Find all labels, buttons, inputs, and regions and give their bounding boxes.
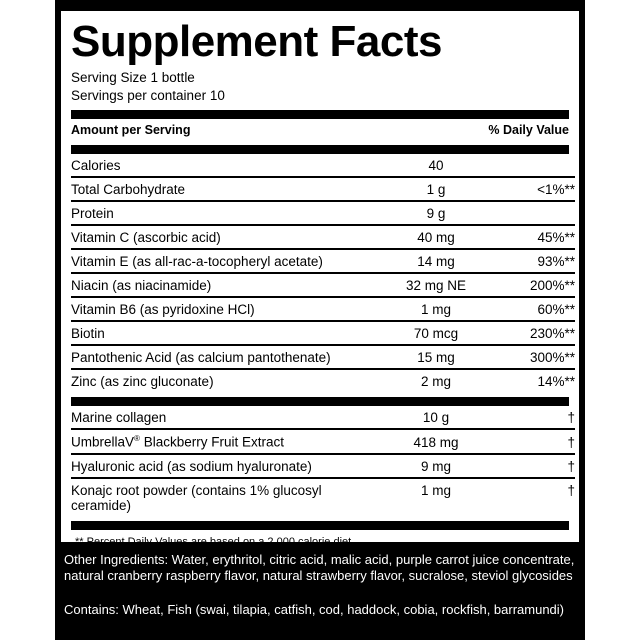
nutrient-daily-value: [501, 154, 575, 178]
footnotes-section: ** Percent Daily Values are based on a 2…: [71, 530, 569, 563]
nutrient-daily-value: 93%**: [501, 249, 575, 274]
nutrient-name: Vitamin C (ascorbic acid): [71, 225, 371, 250]
nutrient-name: Niacin (as niacinamide): [71, 273, 371, 298]
nutrient-name: Marine collagen: [71, 406, 371, 430]
servings-per-container-text: Servings per container 10: [71, 88, 225, 103]
nutrient-amount: 32 mg NE: [371, 273, 501, 298]
nutrient-name: Vitamin E (as all-rac-a-tocopheryl aceta…: [71, 249, 371, 274]
nutrient-name: Pantothenic Acid (as calcium pantothenat…: [71, 345, 371, 370]
supplement-facts-panel: Supplement Facts Serving Size 1 bottle S…: [58, 8, 582, 562]
nutrient-daily-value: †: [567, 482, 575, 498]
nutrient-daily-value: 45%**: [501, 225, 575, 250]
table-row: Calories 40: [71, 154, 575, 178]
nutrient-name: Total Carbohydrate: [71, 177, 371, 202]
table-row: Hyaluronic acid (as sodium hyaluronate) 9…: [71, 453, 575, 479]
registered-trademark-icon: ®: [134, 434, 140, 443]
table-row: Vitamin C (ascorbic acid) 40 mg 45%**: [71, 225, 575, 250]
footnote-dagger: † Daily Value not established.: [75, 549, 220, 562]
nutrient-daily-value: †: [501, 453, 575, 479]
nutrient-daily-value: †: [501, 406, 575, 430]
table-row: UmbrellaV® Blackberry Fruit Extract 418 m…: [71, 429, 575, 455]
nutrient-daily-value: 200%**: [501, 273, 575, 298]
divider-bar-mid: [71, 397, 569, 406]
table-row: Konajc root powder (contains 1% glucosyl…: [71, 478, 575, 516]
nutrient-amount: 1 mg: [371, 297, 501, 322]
table-row: Marine collagen 10 g †: [71, 406, 575, 430]
nutrient-amount: 40: [371, 154, 501, 178]
allergen-contains-text: Contains: Wheat, Fish (swai, tilapia, ca…: [64, 602, 564, 617]
serving-size-text: Serving Size 1 bottle: [71, 70, 195, 85]
nutrient-name: Hyaluronic acid (as sodium hyaluronate): [71, 453, 371, 479]
nutrient-amount: 2 mg: [420, 374, 451, 389]
nutrient-daily-value: <1%**: [501, 177, 575, 202]
primary-nutrients-table: Calories 40 Total Carbohydrate 1 g <1%** Prot…: [71, 154, 575, 392]
nutrient-amount: 1 g: [371, 177, 501, 202]
nutrient-amount: 9 g: [371, 201, 501, 226]
amount-per-serving-header: Amount per Serving: [71, 123, 191, 137]
nutrient-amount: 10 g: [371, 406, 501, 430]
table-row: Vitamin B6 (as pyridoxine HCl) 1 mg 60%**: [71, 297, 575, 322]
secondary-ingredients-table: Marine collagen 10 g † UmbrellaV® Blackberr…: [71, 406, 575, 516]
nutrient-amount: 15 mg: [371, 345, 501, 370]
nutrient-name-brand: UmbrellaV: [71, 434, 135, 450]
nutrient-daily-value: 60%**: [501, 297, 575, 322]
daily-value-header: % Daily Value: [488, 123, 569, 137]
table-row: Zinc (as zinc gluconate) 2 mg 14%**: [71, 369, 575, 392]
nutrient-amount: 1 mg: [420, 482, 451, 498]
nutrient-daily-value: †: [501, 429, 575, 455]
divider-bar-bottom: [71, 520, 569, 530]
table-row: Protein 9 g: [71, 201, 575, 226]
divider-bar-under-headers: [71, 145, 569, 154]
nutrient-name: UmbrellaV® Blackberry Fruit Extract: [71, 429, 371, 455]
table-row: Total Carbohydrate 1 g <1%**: [71, 177, 575, 202]
nutrient-name: Konajc root powder (contains 1% glucosyl…: [71, 482, 322, 513]
table-column-headers: Amount per Serving % Daily Value: [71, 119, 569, 141]
nutrient-daily-value: 230%**: [501, 321, 575, 346]
divider-bar-top: [71, 110, 569, 119]
nutrient-name: Zinc (as zinc gluconate): [71, 374, 214, 389]
footnote-percent-daily-value: ** Percent Daily Values are based on a 2…: [75, 535, 355, 548]
nutrient-name: Protein: [71, 201, 371, 226]
nutrient-amount: 418 mg: [371, 429, 501, 455]
other-ingredients-text: Other Ingredients: Water, erythritol, ci…: [64, 552, 575, 583]
nutrient-name: Vitamin B6 (as pyridoxine HCl): [71, 297, 371, 322]
table-row: Biotin 70 mcg 230%**: [71, 321, 575, 346]
nutrient-name-suffix: Blackberry Fruit Extract: [139, 434, 284, 450]
table-row: Pantothenic Acid (as calcium pantothenat…: [71, 345, 575, 370]
table-row: Niacin (as niacinamide) 32 mg NE 200%**: [71, 273, 575, 298]
nutrient-amount: 70 mcg: [371, 321, 501, 346]
nutrient-amount: 40 mg: [371, 225, 501, 250]
nutrient-daily-value: [501, 201, 575, 226]
nutrient-name: Biotin: [71, 321, 371, 346]
nutrient-name: Calories: [71, 154, 371, 178]
page-title: Supplement Facts: [71, 17, 442, 66]
table-row: Vitamin E (as all-rac-a-tocopheryl aceta…: [71, 249, 575, 274]
nutrient-amount: 9 mg: [371, 453, 501, 479]
nutrient-amount: 14 mg: [371, 249, 501, 274]
nutrient-daily-value: 300%**: [501, 345, 575, 370]
nutrient-daily-value: 14%**: [537, 374, 575, 389]
